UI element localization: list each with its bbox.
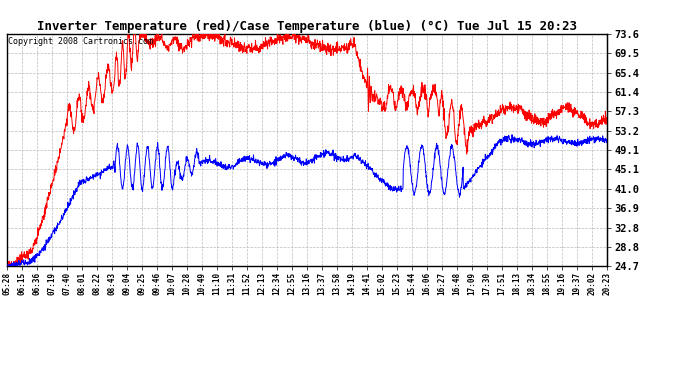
Title: Inverter Temperature (red)/Case Temperature (blue) (°C) Tue Jul 15 20:23: Inverter Temperature (red)/Case Temperat…: [37, 20, 577, 33]
Text: Copyright 2008 Cartronics.com: Copyright 2008 Cartronics.com: [8, 37, 153, 46]
